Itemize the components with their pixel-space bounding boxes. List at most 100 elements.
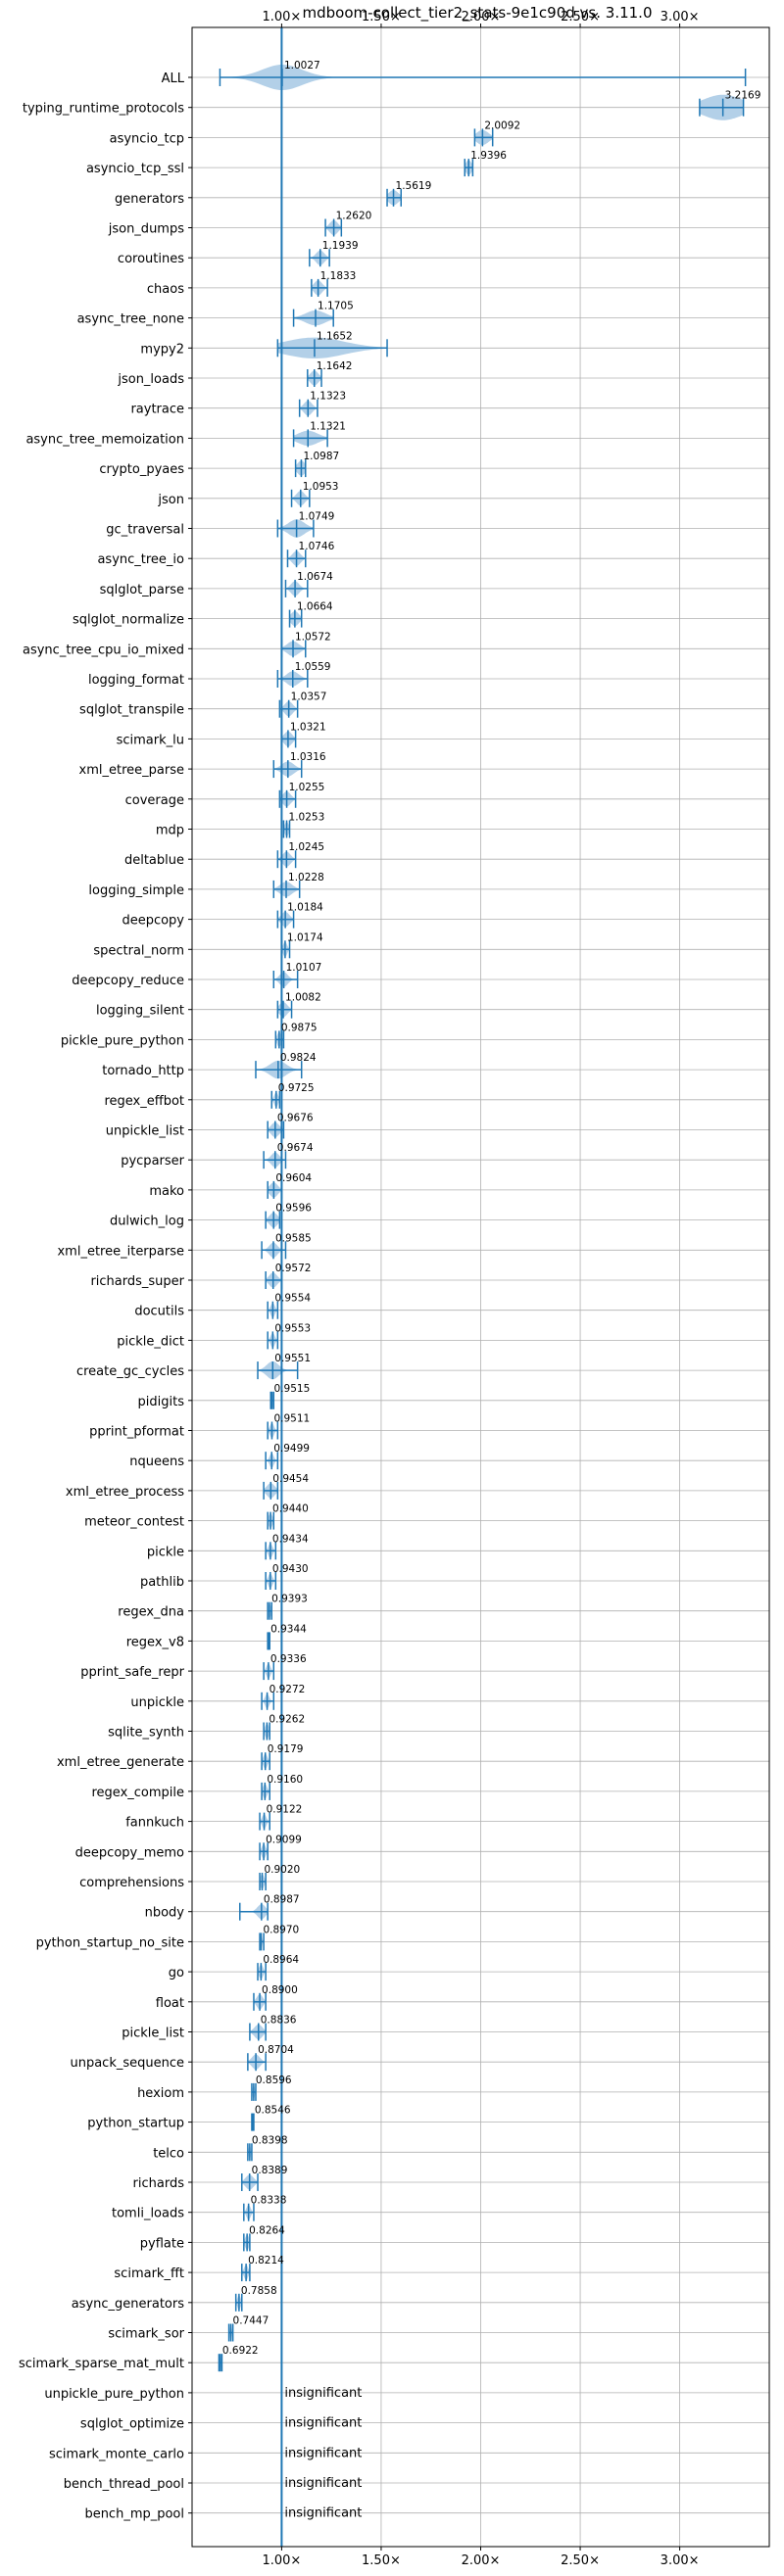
- value-label: 0.9434: [272, 1533, 309, 1545]
- y-tick-label: scimark_sor: [108, 2327, 184, 2342]
- y-tick-label: mypy2: [140, 342, 184, 357]
- y-tick-label: create_gc_cycles: [76, 1364, 184, 1379]
- y-tick-label: chaos: [147, 282, 184, 297]
- x-tick-label-top: 2.00×: [462, 10, 501, 24]
- value-label: 0.9344: [270, 1623, 307, 1635]
- y-tick-label: pidigits: [138, 1395, 185, 1409]
- y-tick-label: deepcopy: [122, 914, 184, 929]
- value-label: 1.0255: [289, 782, 325, 793]
- y-tick-label: deltablue: [124, 853, 184, 868]
- y-tick-label: go: [169, 1966, 184, 1980]
- insignificant-label: insignificant: [284, 2386, 362, 2401]
- y-tick-label: tomli_loads: [112, 2207, 184, 2221]
- value-label: 0.9725: [278, 1082, 315, 1094]
- value-label: 1.0253: [289, 812, 325, 824]
- y-tick-label: richards: [133, 2176, 185, 2191]
- y-tick-label: gc_traversal: [106, 523, 184, 538]
- value-label: 1.0572: [295, 631, 331, 643]
- y-tick-label: docutils: [134, 1305, 184, 1319]
- y-tick-label: raytrace: [130, 403, 184, 417]
- y-tick-label: logging_silent: [96, 1004, 184, 1019]
- value-label: 0.9824: [280, 1052, 317, 1064]
- y-tick-label: python_startup: [87, 2117, 184, 2131]
- y-tick-label: pickle_pure_python: [61, 1033, 184, 1048]
- value-label: 1.0749: [299, 511, 335, 523]
- value-label: 0.8704: [258, 2044, 294, 2056]
- value-label: 0.8964: [263, 1954, 299, 1966]
- axis-layer: 1.00× 1.00× 1.50× 1.50× 2.00× 2.00× 2.50× 2.50×…: [19, 10, 700, 2568]
- y-tick-label: pyflate: [140, 2236, 184, 2251]
- y-tick-label: unpickle: [130, 1695, 184, 1710]
- y-tick-label: logging_format: [88, 673, 184, 688]
- value-label: 1.0987: [303, 451, 339, 462]
- y-tick-label: xml_etree_parse: [79, 763, 184, 778]
- value-label: 0.8389: [252, 2165, 288, 2176]
- y-tick-label: typing_runtime_protocols: [23, 102, 184, 117]
- y-tick-label: mdp: [156, 824, 184, 838]
- violin-layer: [219, 65, 744, 2370]
- value-label: 0.8214: [248, 2255, 284, 2266]
- x-tick-label-bottom: 2.00×: [462, 2553, 501, 2568]
- value-label: 0.9179: [268, 1743, 304, 1755]
- x-tick-label-top: 2.50×: [561, 10, 600, 24]
- y-tick-label: coroutines: [118, 252, 184, 266]
- y-tick-label: bench_mp_pool: [84, 2507, 184, 2522]
- value-label: 0.9336: [270, 1653, 307, 1665]
- y-tick-label: async_tree_cpu_io_mixed: [23, 643, 184, 657]
- value-label: 0.9499: [273, 1443, 310, 1455]
- label-layer: 1.0027 3.2169 2.0092 1.9396 1.5619 1.2620 1.19…: [222, 60, 761, 2521]
- value-label: 0.9572: [275, 1263, 312, 1274]
- y-tick-label: async_tree_io: [97, 552, 184, 567]
- y-tick-label: scimark_sparse_mat_mult: [19, 2357, 184, 2371]
- value-label: 3.2169: [725, 90, 761, 102]
- mark-layer: [218, 27, 747, 2547]
- value-label: 1.0245: [288, 841, 324, 853]
- y-tick-label: ALL: [162, 72, 185, 86]
- value-label: 0.9515: [274, 1383, 311, 1395]
- y-tick-label: sqlglot_parse: [100, 583, 184, 597]
- value-label: 0.9160: [267, 1774, 303, 1786]
- y-tick-label: regex_effbot: [104, 1094, 184, 1109]
- y-tick-label: async_tree_memoization: [25, 432, 184, 447]
- y-tick-label: unpickle_pure_python: [44, 2387, 184, 2402]
- value-label: 0.9440: [272, 1503, 309, 1515]
- y-tick-label: regex_dna: [118, 1605, 184, 1620]
- value-label: 0.9262: [269, 1714, 305, 1726]
- value-label: 0.9020: [264, 1864, 300, 1876]
- y-tick-label: async_tree_none: [77, 312, 184, 327]
- y-tick-label: xml_etree_generate: [57, 1755, 184, 1770]
- y-tick-label: regex_compile: [91, 1786, 184, 1800]
- y-tick-label: nqueens: [129, 1455, 184, 1469]
- y-tick-label: unpickle_list: [106, 1124, 184, 1139]
- value-label: 0.9272: [270, 1684, 306, 1695]
- y-tick-label: comprehensions: [79, 1876, 184, 1890]
- x-tick-label-bottom: 1.50×: [362, 2553, 401, 2568]
- value-label: 0.9430: [272, 1563, 309, 1575]
- x-tick-label-bottom: 2.50×: [561, 2553, 600, 2568]
- value-label: 0.9454: [272, 1473, 309, 1485]
- value-label: 0.8900: [262, 1984, 298, 1996]
- value-label: 0.9553: [274, 1322, 311, 1334]
- value-label: 1.1939: [322, 240, 359, 252]
- value-label: 0.9674: [277, 1142, 314, 1154]
- value-label: 0.8987: [264, 1894, 300, 1906]
- y-tick-label: pickle: [147, 1545, 184, 1559]
- value-label: 1.0559: [295, 661, 331, 673]
- y-tick-label: xml_etree_process: [66, 1485, 184, 1500]
- x-tick-label-bottom: 3.00×: [661, 2553, 700, 2568]
- x-tick-label-top: 3.00×: [661, 10, 700, 24]
- value-label: 1.1323: [310, 391, 346, 403]
- y-tick-label: nbody: [145, 1906, 185, 1921]
- y-tick-label: mako: [149, 1184, 184, 1199]
- value-label: 0.8264: [249, 2224, 285, 2236]
- value-label: 1.0107: [286, 962, 322, 974]
- value-label: 1.0184: [287, 902, 323, 914]
- insignificant-label: insignificant: [284, 2506, 362, 2521]
- y-tick-label: regex_v8: [126, 1635, 184, 1649]
- value-label: 0.8398: [252, 2134, 288, 2146]
- value-label: 0.7858: [241, 2285, 277, 2297]
- x-tick-label-bottom: 1.00×: [262, 2553, 301, 2568]
- y-tick-label: asyncio_tcp: [110, 131, 184, 146]
